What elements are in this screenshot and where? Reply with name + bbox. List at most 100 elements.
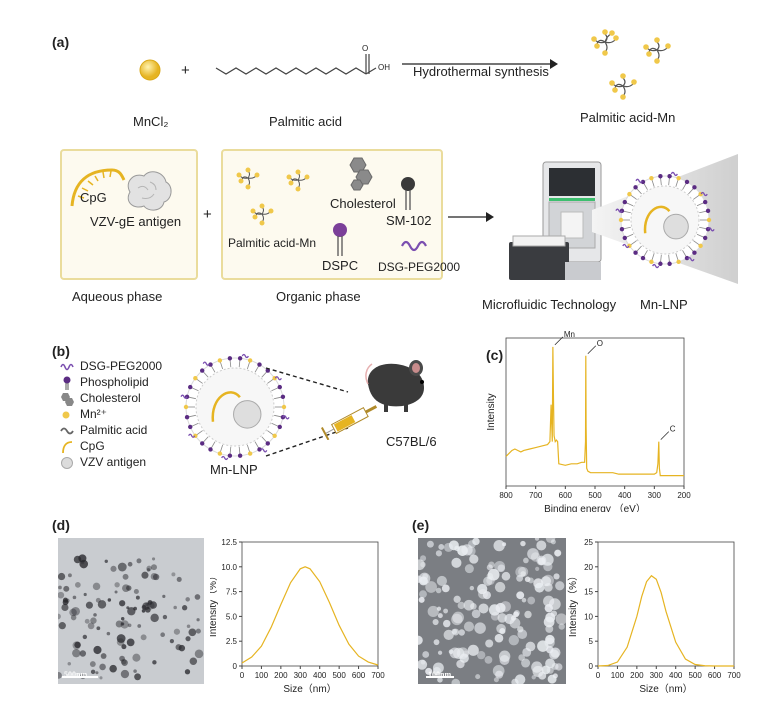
mn-lnp-label-b: Mn-LNP <box>210 462 258 477</box>
palmitic-acid-mn-mini-icon <box>236 167 310 226</box>
vzv-antigen-icon <box>127 171 172 211</box>
x-tick-label: 600 <box>559 491 573 500</box>
y-tick-label: 10 <box>584 612 593 621</box>
microfluidic-device-icon <box>509 161 602 280</box>
microfluidic-label: Microfluidic Technology <box>482 297 617 312</box>
x-tick-label: 500 <box>332 671 346 680</box>
x-tick-label: 400 <box>313 671 327 680</box>
series-line <box>597 574 734 667</box>
x-tick-label: 300 <box>294 671 308 680</box>
dls-chart-d: 0 100 200 300 400 500 600 700 0 2.5 5.0 7.5 10.0 12.5… <box>210 538 385 695</box>
y-tick-label: 12.5 <box>221 538 237 547</box>
vzv-antigen-icon <box>61 457 73 469</box>
y-tick-label: 5.0 <box>226 612 238 621</box>
legend-item-mn: Mn²⁺ <box>60 407 180 423</box>
x-tick-label: 200 <box>274 671 288 680</box>
x-tick-label: 500 <box>588 491 602 500</box>
dsg-peg-label: DSG-PEG2000 <box>378 260 461 274</box>
sm102-label: SM-102 <box>386 213 432 228</box>
dspc-label: DSPC <box>322 258 359 273</box>
legend-label-vzv: VZV antigen <box>80 455 147 469</box>
panel-label-e: (e) <box>412 517 430 533</box>
x-tick-label: 700 <box>371 671 385 680</box>
legend-label-cholesterol: Cholesterol <box>80 391 141 405</box>
plus-sign-2: + <box>203 206 212 223</box>
x-tick-label: 100 <box>611 671 625 680</box>
x-tick-label: 400 <box>669 671 683 680</box>
mn-lnp-label-a: Mn-LNP <box>640 297 688 312</box>
annotation-arrow <box>554 336 564 346</box>
x-tick-label: 0 <box>596 671 601 680</box>
scale-bar-label-d: 500nm <box>64 670 88 679</box>
syringe-icon <box>320 405 378 440</box>
legend-item-palmitic: Palmitic acid <box>60 423 180 439</box>
cholesterol-icon <box>349 157 373 191</box>
to-machine-arrow <box>448 212 494 222</box>
synthesis-label: Hydrothermal synthesis <box>413 64 549 79</box>
mouse-icon <box>365 360 424 412</box>
legend-label-phospholipid: Phospholipid <box>80 375 149 389</box>
plus-sign: + <box>181 62 190 79</box>
y-tick-label: 7.5 <box>226 588 238 597</box>
tem-micrograph-d <box>58 538 204 684</box>
annotation-label: C <box>670 425 676 434</box>
plot-frame <box>241 541 379 667</box>
peg-squiggle-icon <box>60 363 74 371</box>
cpg-icon <box>70 168 126 207</box>
y-tick-label: 2.5 <box>226 637 238 646</box>
x-tick-label: 700 <box>529 491 543 500</box>
vzv-antigen-label: VZV-gE antigen <box>90 214 182 229</box>
legend-label-cpg: CpG <box>80 439 105 453</box>
legend-label-mn: Mn²⁺ <box>80 407 107 421</box>
palmitic-acid-mn-small-label: Palmitic acid-Mn <box>228 236 317 250</box>
organic-phase-label: Organic phase <box>276 289 361 304</box>
dashed-connector <box>265 367 349 457</box>
scale-bar-label-e: 100nm <box>428 670 452 679</box>
panel-label-a: (a) <box>52 34 70 50</box>
legend-item-vzv: VZV antigen <box>60 455 180 471</box>
x-tick-label: 600 <box>352 671 366 680</box>
x-tick-label: 0 <box>240 671 245 680</box>
y-axis-label: Intensity（%） <box>210 571 219 637</box>
series-line <box>241 566 379 666</box>
dls-chart-e: 0 100 200 300 400 500 600 700 0 5 10 15 20 25 Size（nm）… <box>567 538 741 695</box>
panel-label-d: (d) <box>52 517 70 533</box>
mn-lnp-particle-b <box>180 353 290 461</box>
aqueous-phase-label: Aqueous phase <box>72 289 163 304</box>
legend-label-peg: DSG-PEG2000 <box>80 359 163 373</box>
x-tick-label: 200 <box>630 671 644 680</box>
peg-squiggle-icon <box>401 240 427 252</box>
legend: DSG-PEG2000 Phospholipid Cholesterol Mn²… <box>60 359 180 471</box>
cpg-label: CpG <box>80 190 107 205</box>
x-tick-label: 800 <box>499 491 513 500</box>
legend-item-cpg: CpG <box>60 439 180 455</box>
synthesis-arrow <box>402 59 558 69</box>
x-tick-label: 100 <box>255 671 269 680</box>
mncl2-sphere-icon <box>139 59 161 81</box>
hydroxyl-label: OH <box>378 63 390 72</box>
x-tick-label: 500 <box>688 671 702 680</box>
sm102-icon <box>401 177 415 210</box>
cholesterol-label: Cholesterol <box>330 196 396 211</box>
oxygen-label: O <box>362 44 369 53</box>
mn-lnp-particle-a <box>615 171 715 269</box>
plot-frame <box>597 541 735 667</box>
x-tick-label: 200 <box>677 491 691 500</box>
xps-chart: 800 700 600 500 400 300 200 Binding energy （eV）… <box>486 330 691 512</box>
y-tick-label: 0 <box>233 662 238 671</box>
legend-label-palmitic: Palmitic acid <box>80 423 148 437</box>
mn-dot-icon <box>62 411 70 419</box>
y-tick-label: 0 <box>589 662 594 671</box>
y-tick-label: 10.0 <box>221 563 237 572</box>
panel-label-c: (c) <box>486 347 504 363</box>
y-tick-label: 25 <box>584 538 593 547</box>
x-tick-label: 700 <box>727 671 741 680</box>
x-axis-label: Size（nm） <box>639 683 692 695</box>
annotation-arrow <box>587 345 597 355</box>
y-tick-label: 20 <box>584 563 593 572</box>
annotation-label: O <box>597 339 603 348</box>
palmitic-acid-icon <box>60 427 74 435</box>
y-axis-label: Intensity（%） <box>567 571 579 637</box>
legend-item-cholesterol: Cholesterol <box>60 391 180 407</box>
palmitic-acid-mn-label: Palmitic acid-Mn <box>580 110 676 125</box>
